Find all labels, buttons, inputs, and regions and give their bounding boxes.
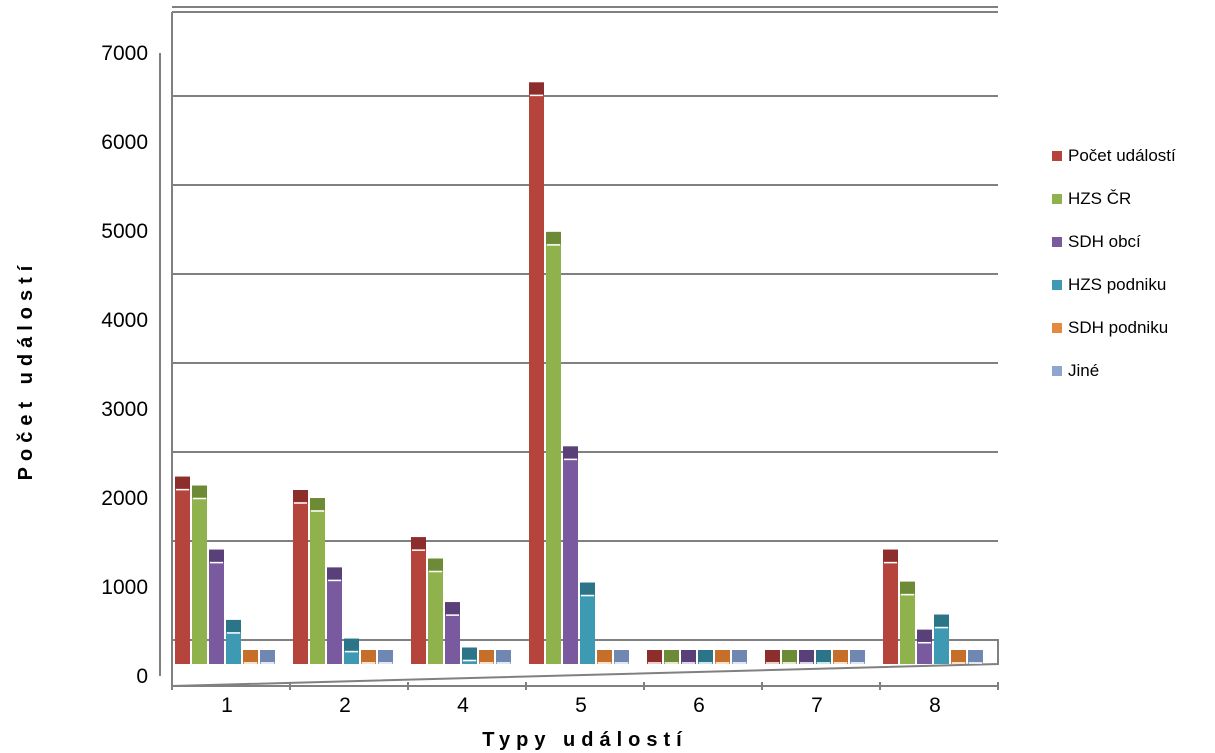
x-tick-label: 8 — [929, 694, 941, 717]
bars — [175, 82, 983, 664]
y-axis-title: Počet událostí — [15, 260, 37, 481]
bar — [327, 567, 342, 664]
bar-cap — [968, 650, 983, 662]
legend-swatch — [1052, 151, 1062, 161]
bar-cap — [698, 650, 713, 662]
bar-cap — [310, 498, 325, 511]
legend-swatch — [1052, 366, 1062, 376]
bar-cap — [344, 638, 359, 651]
bar-cap — [833, 650, 848, 662]
bar-cap — [799, 650, 814, 662]
bar-cap — [479, 650, 494, 662]
bar — [563, 446, 578, 664]
legend-swatch — [1052, 323, 1062, 333]
legend-label: SDH obcí — [1068, 232, 1141, 251]
bar-cap — [428, 558, 443, 571]
y-tick-label: 1000 — [101, 576, 148, 599]
x-tick-label: 5 — [575, 694, 587, 717]
bar-cap — [765, 650, 780, 662]
bar — [428, 558, 443, 664]
bar-cap — [243, 650, 258, 662]
legend-swatch — [1052, 237, 1062, 247]
bar-cap — [378, 650, 393, 662]
legend-label: Počet událostí — [1068, 146, 1176, 165]
bar-cap — [260, 650, 275, 662]
bar-cap — [192, 485, 207, 498]
y-tick-label: 5000 — [101, 220, 148, 243]
x-tick-label: 4 — [457, 694, 469, 717]
bar-cap — [546, 231, 561, 244]
bar-cap — [411, 537, 426, 550]
bar — [546, 231, 561, 664]
bar-cap — [597, 650, 612, 662]
bar-cap — [681, 650, 696, 662]
bar-cap — [327, 567, 342, 580]
y-tick-label: 2000 — [101, 487, 148, 510]
legend-label: HZS ČR — [1068, 189, 1131, 208]
bar — [310, 498, 325, 664]
bar — [293, 490, 308, 664]
y-tick-label: 6000 — [101, 131, 148, 154]
bar-cap — [900, 581, 915, 594]
bar-cap — [647, 650, 662, 662]
axes — [159, 53, 999, 690]
bar-cap — [226, 619, 241, 632]
bar — [883, 549, 898, 664]
legend-label: HZS podniku — [1068, 275, 1166, 294]
y-tick-label: 4000 — [101, 309, 148, 332]
bar-cap — [883, 549, 898, 562]
bar-cap — [917, 629, 932, 642]
bar — [445, 602, 460, 664]
bar-cap — [580, 582, 595, 595]
bar-cap — [529, 82, 544, 95]
x-tick-label: 7 — [811, 694, 823, 717]
x-axis-title: Typy událostí — [482, 729, 687, 751]
bar-cap — [664, 650, 679, 662]
bar-cap — [496, 650, 511, 662]
bar-cap — [563, 446, 578, 459]
bar-cap — [614, 650, 629, 662]
bar-cap — [850, 650, 865, 662]
bar-cap — [732, 650, 747, 662]
gridlines — [171, 6, 998, 664]
x-tick-label: 6 — [693, 694, 705, 717]
bar-cap — [715, 650, 730, 662]
bar-cap — [951, 650, 966, 662]
x-tick-labels: 1 2 4 5 6 7 8 — [221, 694, 941, 717]
bar — [900, 581, 915, 664]
bar — [192, 485, 207, 664]
bar-cap — [293, 490, 308, 502]
bar — [529, 82, 544, 664]
legend-swatch — [1052, 194, 1062, 204]
legend-label: Jiné — [1068, 361, 1099, 380]
y-tick-label: 3000 — [101, 398, 148, 421]
bar-cap — [782, 650, 797, 662]
x-tick-label: 1 — [221, 694, 233, 717]
bar — [411, 537, 426, 664]
bar-cap — [209, 549, 224, 562]
y-tick-label: 0 — [136, 665, 148, 688]
legend: Počet událostí HZS ČR SDH obcí HZS podniku S… — [1052, 146, 1176, 380]
bar — [209, 549, 224, 664]
bar-cap — [816, 650, 831, 662]
bar-cap — [462, 647, 477, 660]
legend-swatch — [1052, 280, 1062, 290]
x-tick-label: 2 — [339, 694, 351, 717]
bar — [175, 476, 190, 664]
bar — [580, 582, 595, 664]
bar-cap — [361, 650, 376, 662]
bar-cap — [445, 602, 460, 615]
bar-cap — [934, 614, 949, 627]
y-tick-label: 7000 — [101, 42, 148, 65]
legend-label: SDH podniku — [1068, 318, 1168, 337]
bar-cap — [175, 476, 190, 489]
y-tick-labels: 0 1000 2000 3000 4000 5000 6000 7000 — [101, 42, 148, 688]
